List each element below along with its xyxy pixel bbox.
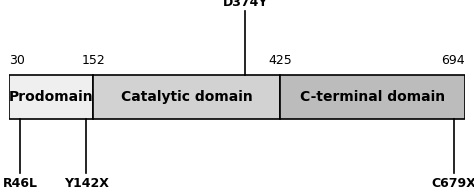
Text: Prodomain: Prodomain: [9, 90, 93, 104]
Text: R46L: R46L: [3, 177, 38, 190]
Text: Catalytic domain: Catalytic domain: [121, 90, 253, 104]
Text: Y142X: Y142X: [64, 177, 109, 190]
Bar: [9, 75, 93, 119]
Text: C-terminal domain: C-terminal domain: [300, 90, 445, 104]
Bar: [280, 75, 465, 119]
Text: 425: 425: [268, 54, 292, 67]
Text: C679X: C679X: [432, 177, 474, 190]
Text: 694: 694: [441, 54, 465, 67]
Text: 30: 30: [9, 54, 25, 67]
Bar: [93, 75, 280, 119]
Text: D374Y: D374Y: [222, 0, 268, 10]
Text: 152: 152: [81, 54, 105, 67]
